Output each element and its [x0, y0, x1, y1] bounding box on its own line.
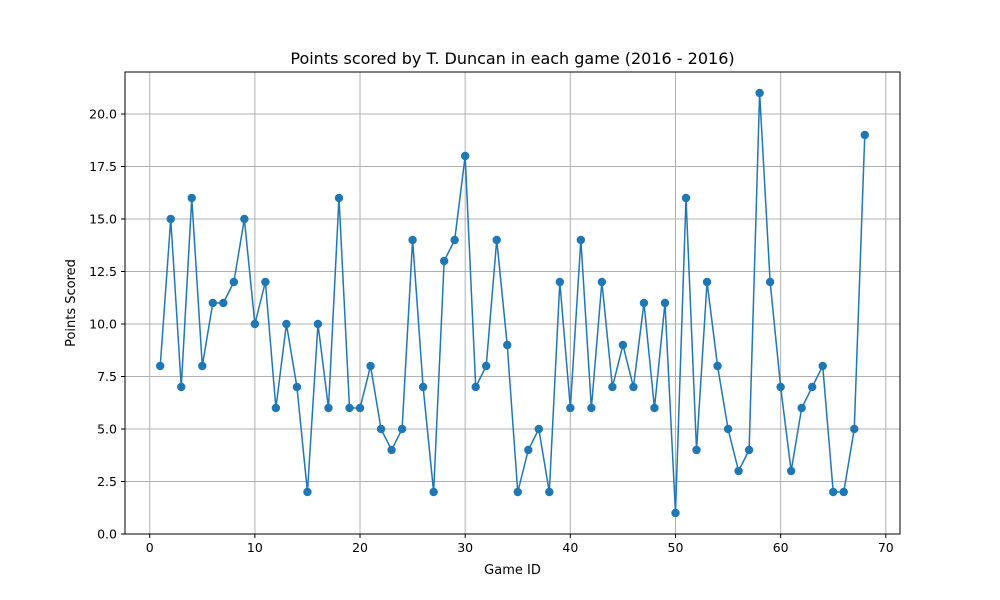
data-point	[566, 403, 575, 413]
x-tick-label: 60	[773, 540, 789, 555]
data-point	[797, 403, 806, 413]
y-tick-label: 15.0	[89, 212, 117, 227]
data-point	[240, 214, 249, 224]
x-tick-label: 30	[457, 540, 473, 555]
data-point	[156, 361, 165, 371]
data-point	[829, 487, 838, 497]
data-point	[660, 298, 670, 308]
data-point	[450, 235, 459, 245]
data-point	[671, 508, 680, 518]
data-point	[513, 487, 522, 497]
data-point	[860, 130, 869, 140]
data-point	[397, 424, 407, 434]
data-point	[313, 319, 323, 329]
data-point	[492, 235, 501, 245]
data-point	[355, 403, 365, 413]
data-point	[418, 382, 428, 392]
y-axis-label: Points Scored	[64, 259, 79, 347]
data-point	[376, 424, 386, 434]
x-tick-label: 20	[352, 540, 368, 555]
data-point	[723, 424, 733, 434]
data-point	[219, 298, 228, 308]
data-point	[482, 361, 491, 371]
data-point	[786, 466, 796, 476]
data-point	[429, 487, 438, 497]
data-point	[681, 193, 691, 203]
data-point	[292, 382, 302, 392]
data-point	[208, 298, 218, 308]
data-point	[692, 445, 701, 455]
x-tick-label: 70	[878, 540, 894, 555]
data-series	[156, 88, 869, 518]
data-point	[408, 235, 417, 245]
x-tick-label: 40	[562, 540, 578, 555]
data-point	[744, 445, 754, 455]
data-point	[755, 88, 764, 98]
y-tick-label: 0.0	[97, 527, 117, 542]
data-point	[839, 487, 848, 497]
data-point	[555, 277, 565, 287]
data-point	[271, 403, 281, 413]
data-point	[303, 487, 312, 497]
data-point	[576, 235, 586, 245]
data-point	[324, 403, 333, 413]
data-point	[334, 193, 344, 203]
data-point	[503, 340, 512, 350]
y-tick-label: 7.5	[97, 369, 117, 384]
chart-title: Points scored by T. Duncan in each game …	[290, 49, 734, 68]
data-point	[282, 319, 291, 329]
data-point	[818, 361, 827, 371]
data-point	[650, 403, 659, 413]
x-tick-label: 0	[146, 540, 154, 555]
y-tick-label: 5.0	[97, 422, 117, 437]
data-point	[187, 193, 196, 203]
data-point	[608, 382, 617, 392]
data-point	[639, 298, 649, 308]
y-tick-label: 10.0	[89, 317, 117, 332]
data-point	[198, 361, 207, 371]
data-point	[345, 403, 354, 413]
x-axis-label: Game ID	[484, 563, 541, 578]
data-point	[387, 445, 396, 455]
data-point	[366, 361, 375, 371]
data-point	[545, 487, 554, 497]
plot-frame	[124, 71, 901, 535]
data-point	[471, 382, 480, 392]
y-tick-label: 2.5	[97, 474, 117, 489]
data-point	[534, 424, 543, 434]
data-point	[807, 382, 817, 392]
data-point	[439, 256, 449, 266]
data-point	[734, 466, 743, 476]
data-point	[524, 445, 533, 455]
data-point	[229, 277, 239, 287]
grid-lines	[125, 72, 900, 535]
data-point	[765, 277, 775, 287]
data-point	[618, 340, 628, 350]
data-point	[261, 277, 270, 287]
axis-ticks: 0 10 20 30 40 50 60 70 0.0 2.5 5.0 7.5 10.0 12.5 15.0 1…	[89, 107, 894, 556]
data-point	[850, 424, 859, 434]
y-tick-label: 20.0	[89, 107, 117, 122]
data-point	[587, 403, 596, 413]
x-tick-label: 10	[247, 540, 263, 555]
y-tick-label: 17.5	[89, 159, 117, 174]
data-point	[776, 382, 785, 392]
data-point	[166, 214, 175, 224]
data-point	[702, 277, 712, 287]
data-point	[713, 361, 722, 371]
data-point	[597, 277, 607, 287]
data-point	[629, 382, 638, 392]
data-point	[177, 382, 186, 392]
y-tick-label: 12.5	[89, 264, 117, 279]
data-point	[460, 151, 470, 161]
x-tick-label: 50	[668, 540, 684, 555]
series-line	[159, 92, 866, 514]
data-point	[250, 319, 260, 329]
